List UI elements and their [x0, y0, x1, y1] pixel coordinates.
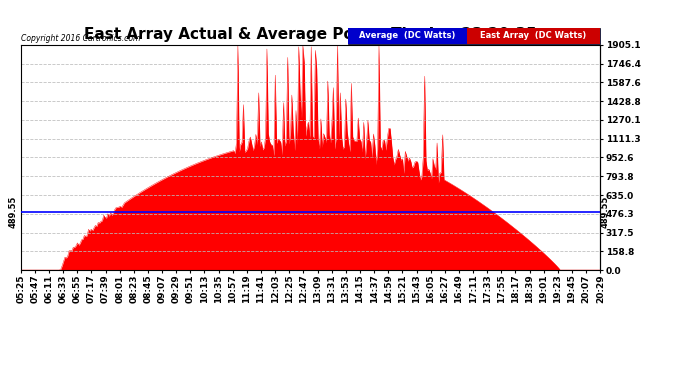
- FancyBboxPatch shape: [466, 28, 600, 44]
- FancyBboxPatch shape: [348, 28, 466, 44]
- Text: 489.55: 489.55: [600, 196, 609, 228]
- Text: Average  (DC Watts): Average (DC Watts): [359, 32, 455, 40]
- Text: Copyright 2016 Cartronics.com: Copyright 2016 Cartronics.com: [21, 34, 140, 43]
- Title: East Array Actual & Average Power Thu Jun 23 20:35: East Array Actual & Average Power Thu Ju…: [84, 27, 537, 42]
- Text: 489.55: 489.55: [9, 196, 18, 228]
- Text: East Array  (DC Watts): East Array (DC Watts): [480, 32, 586, 40]
- FancyBboxPatch shape: [348, 28, 600, 44]
